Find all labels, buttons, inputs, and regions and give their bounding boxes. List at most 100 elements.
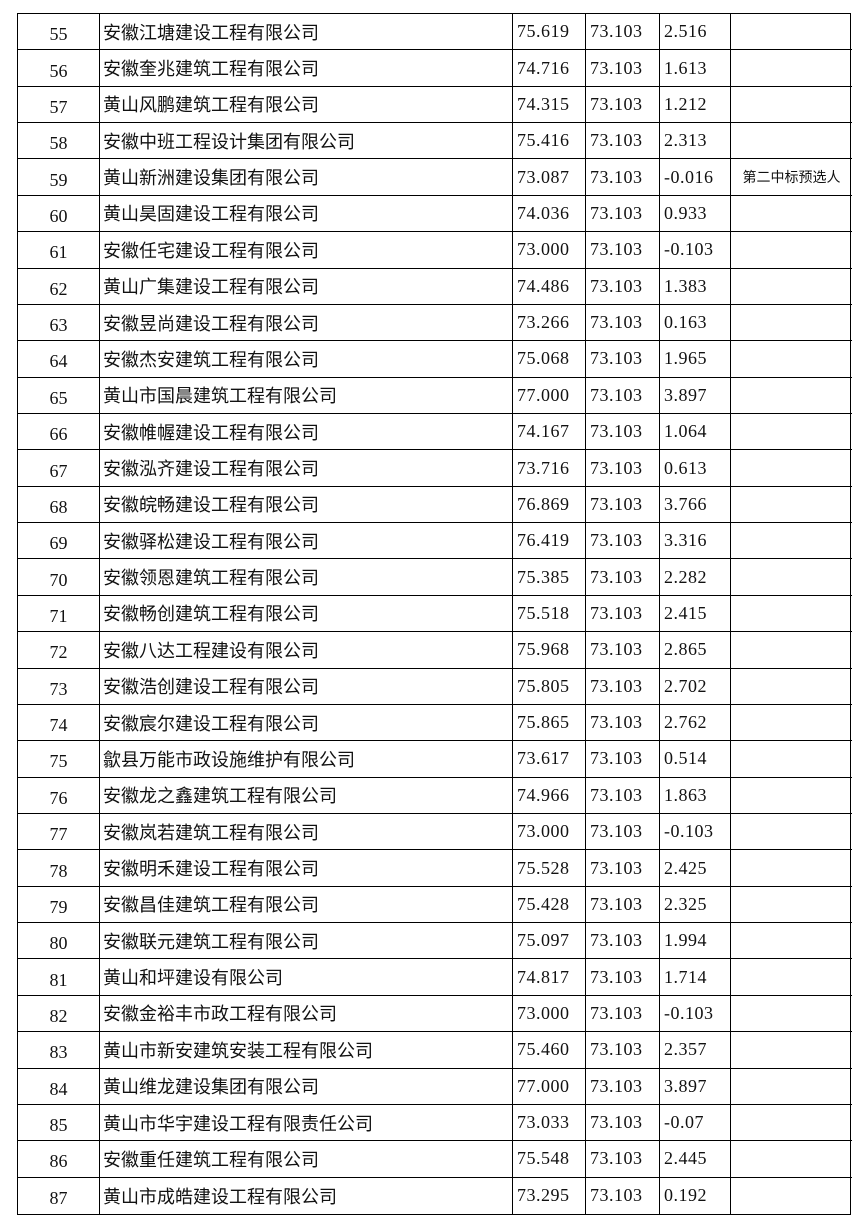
difference: 2.282 — [660, 559, 731, 596]
note — [731, 887, 852, 924]
score: 74.036 — [513, 195, 586, 233]
difference: 2.516 — [660, 14, 731, 51]
difference: 1.994 — [660, 923, 731, 960]
row-number: 56 — [18, 50, 100, 87]
note — [731, 669, 852, 705]
score: 74.716 — [513, 50, 586, 87]
difference: 0.514 — [660, 741, 731, 778]
company-name: 安徽岚若建筑工程有限公司 — [100, 814, 513, 851]
benchmark: 73.103 — [586, 523, 660, 560]
benchmark: 73.103 — [586, 1177, 660, 1214]
difference: -0.07 — [660, 1104, 731, 1142]
note — [731, 778, 852, 814]
note — [731, 196, 852, 233]
benchmark: 73.103 — [586, 341, 660, 378]
row-number: 67 — [18, 450, 100, 487]
benchmark: 73.103 — [586, 995, 660, 1033]
benchmark: 73.103 — [586, 959, 660, 996]
row-number: 74 — [18, 704, 100, 742]
note — [731, 123, 852, 160]
row-number: 84 — [18, 1068, 100, 1105]
note — [731, 1032, 852, 1069]
score: 74.315 — [513, 86, 586, 124]
note — [731, 959, 852, 996]
difference: 0.613 — [660, 450, 731, 487]
benchmark: 73.103 — [586, 741, 660, 778]
note — [731, 414, 852, 451]
difference: 2.762 — [660, 704, 731, 742]
company-name: 安徽昌佳建筑工程有限公司 — [100, 886, 513, 924]
difference: 2.425 — [660, 850, 731, 887]
score: 76.869 — [513, 486, 586, 524]
row-number: 79 — [18, 886, 100, 924]
difference: -0.103 — [660, 995, 731, 1033]
row-number: 66 — [18, 414, 100, 451]
row-number: 87 — [18, 1177, 100, 1214]
difference: 2.445 — [660, 1141, 731, 1178]
benchmark: 73.103 — [586, 632, 660, 669]
table: 55 安徽江塘建设工程有限公司 75.619 73.103 2.516 56 安徽奎兆建筑工… — [17, 13, 852, 1215]
difference: 3.316 — [660, 523, 731, 560]
note — [731, 705, 852, 742]
row-number: 76 — [18, 777, 100, 814]
note — [731, 1069, 852, 1105]
score: 77.000 — [513, 377, 586, 414]
benchmark: 73.103 — [586, 159, 660, 196]
score: 73.000 — [513, 814, 586, 851]
row-number: 72 — [18, 632, 100, 669]
score: 73.295 — [513, 1177, 586, 1214]
benchmark: 73.103 — [586, 886, 660, 924]
score: 73.087 — [513, 159, 586, 196]
score: 76.419 — [513, 523, 586, 560]
company-name: 安徽泓齐建设工程有限公司 — [100, 450, 513, 487]
company-name: 安徽奎兆建筑工程有限公司 — [100, 50, 513, 87]
company-name: 黄山风鹏建筑工程有限公司 — [100, 86, 513, 124]
benchmark: 73.103 — [586, 86, 660, 124]
note: 第二中标预选人 — [731, 159, 852, 196]
difference: -0.103 — [660, 814, 731, 851]
note — [731, 232, 852, 269]
note — [731, 341, 852, 378]
company-name: 安徽领恩建筑工程有限公司 — [100, 559, 513, 596]
company-name: 歙县万能市政设施维护有限公司 — [100, 741, 513, 778]
row-number: 57 — [18, 86, 100, 124]
difference: 0.192 — [660, 1177, 731, 1214]
row-number: 62 — [18, 268, 100, 305]
score: 75.619 — [513, 14, 586, 51]
difference: 2.865 — [660, 632, 731, 669]
company-name: 安徽联元建筑工程有限公司 — [100, 923, 513, 960]
difference: 2.702 — [660, 668, 731, 705]
score: 75.068 — [513, 341, 586, 378]
note — [731, 1141, 852, 1178]
company-name: 黄山广集建设工程有限公司 — [100, 268, 513, 305]
score: 75.097 — [513, 923, 586, 960]
company-name: 安徽昱尚建设工程有限公司 — [100, 304, 513, 342]
benchmark: 73.103 — [586, 1104, 660, 1142]
score: 75.548 — [513, 1141, 586, 1178]
difference: 1.383 — [660, 268, 731, 305]
row-number: 64 — [18, 341, 100, 378]
company-name: 安徽浩创建设工程有限公司 — [100, 668, 513, 705]
score: 75.528 — [513, 850, 586, 887]
score: 75.805 — [513, 668, 586, 705]
note — [731, 269, 852, 305]
score: 74.167 — [513, 414, 586, 451]
score: 75.428 — [513, 886, 586, 924]
company-name: 黄山昊固建设工程有限公司 — [100, 195, 513, 233]
difference: 3.897 — [660, 377, 731, 414]
benchmark: 73.103 — [586, 923, 660, 960]
row-number: 81 — [18, 959, 100, 996]
row-number: 71 — [18, 595, 100, 633]
benchmark: 73.103 — [586, 595, 660, 633]
benchmark: 73.103 — [586, 850, 660, 887]
company-name: 安徽帷幄建设工程有限公司 — [100, 414, 513, 451]
company-name: 黄山和坪建设有限公司 — [100, 959, 513, 996]
company-name: 安徽任宅建设工程有限公司 — [100, 232, 513, 269]
row-number: 61 — [18, 232, 100, 269]
score: 73.617 — [513, 741, 586, 778]
row-number: 80 — [18, 923, 100, 960]
benchmark: 73.103 — [586, 123, 660, 160]
row-number: 63 — [18, 304, 100, 342]
note — [731, 923, 852, 960]
benchmark: 73.103 — [586, 268, 660, 305]
